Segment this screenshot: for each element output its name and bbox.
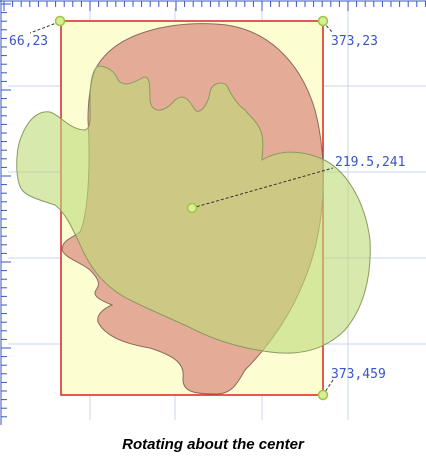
center-handle (186, 202, 198, 214)
canvas[interactable]: 66,23 373,23 219.5,241 373,459 (0, 0, 426, 425)
top-ruler (0, 0, 426, 11)
top-left-handle (54, 15, 66, 27)
figure-caption: Rotating about the center (122, 436, 304, 453)
label-top-left: 66,23 (9, 34, 48, 49)
label-center: 219.5,241 (335, 155, 405, 170)
top-right-handle (317, 15, 329, 27)
left-ruler (0, 0, 11, 425)
label-bottom-right: 373,459 (331, 367, 386, 382)
label-top-right: 373,23 (331, 34, 378, 49)
control-handles[interactable] (54, 15, 329, 401)
bottom-right-handle (317, 389, 329, 401)
